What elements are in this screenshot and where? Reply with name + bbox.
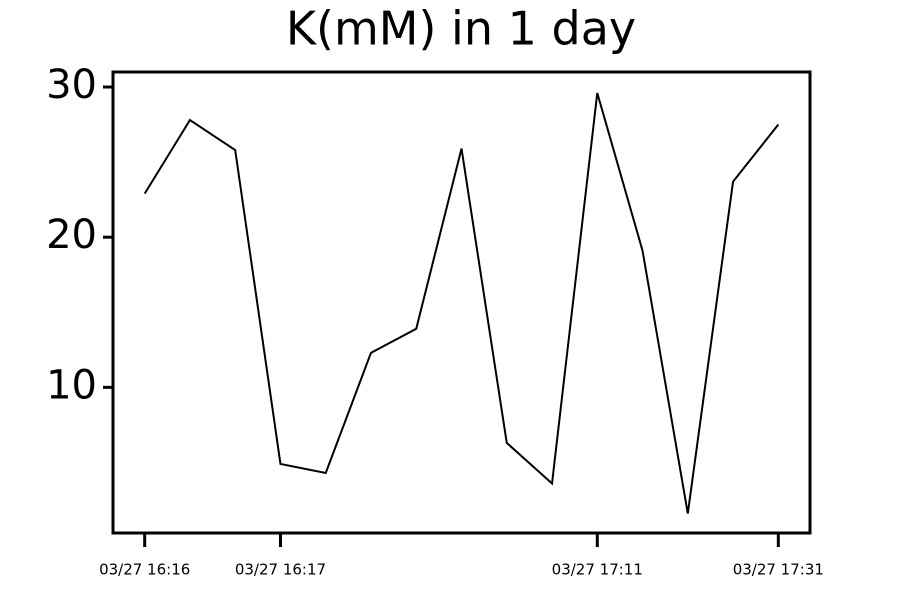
x-tick-label: 03/27 17:11 <box>552 561 643 579</box>
plot-frame <box>111 70 812 535</box>
line <box>143 92 780 514</box>
y-tick-label: 20 <box>46 212 97 258</box>
y-tick-label: 30 <box>46 62 97 108</box>
x-tick-label: 03/27 16:17 <box>235 561 326 579</box>
y-tick-label: 10 <box>46 362 97 408</box>
x-tick-label: 03/27 16:16 <box>99 561 190 579</box>
x-tick-label: 03/27 17:31 <box>733 561 824 579</box>
chart-title: K(mM) in 1 day <box>286 2 636 56</box>
